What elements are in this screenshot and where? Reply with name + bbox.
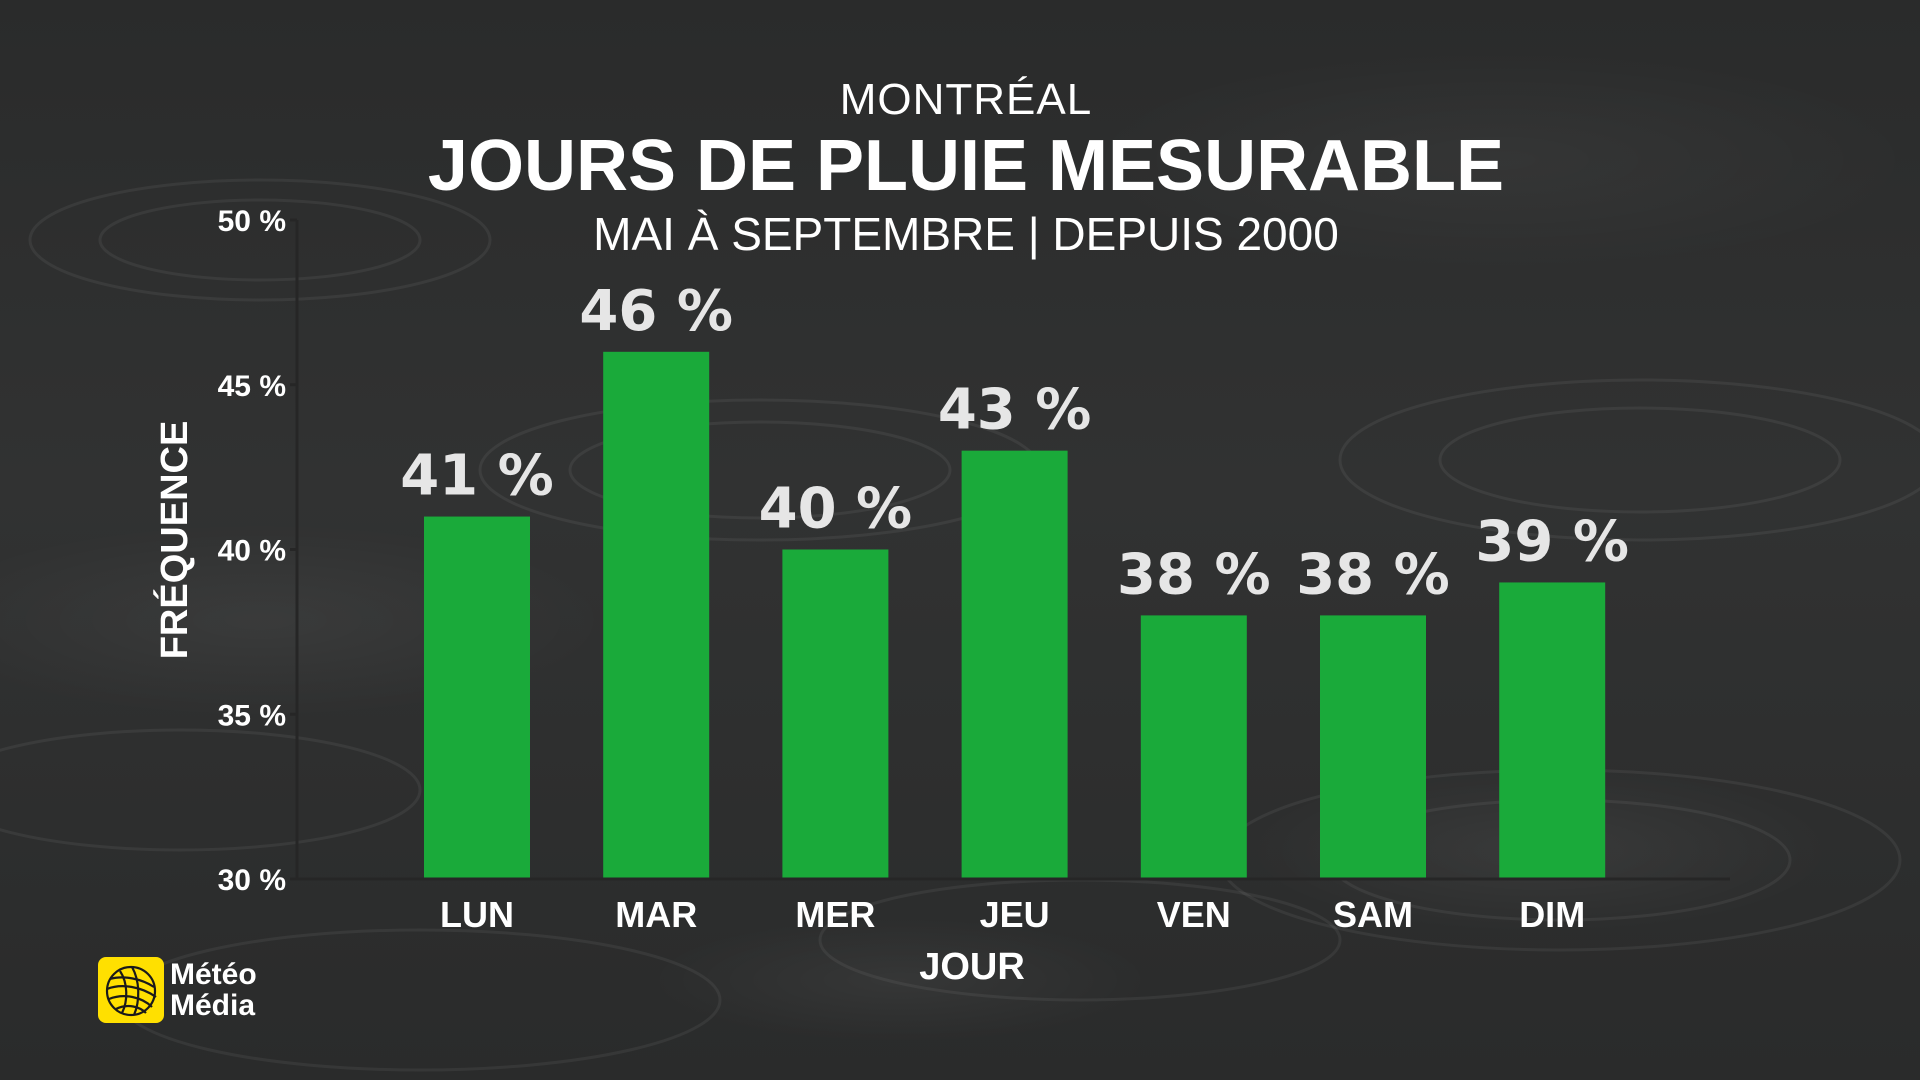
y-tick-label: 35 % bbox=[218, 699, 286, 732]
bar-sam bbox=[1320, 615, 1426, 879]
chart-title: JOURS DE PLUIE MESURABLE bbox=[428, 126, 1504, 206]
bar-mar bbox=[603, 351, 710, 879]
bar-jeu bbox=[961, 450, 1068, 879]
bar-ven bbox=[1140, 615, 1247, 879]
bar-lun bbox=[424, 516, 530, 879]
x-tick-label-lun: LUN bbox=[440, 894, 514, 935]
x-tick-label-dim: DIM bbox=[1519, 894, 1585, 935]
bars bbox=[424, 351, 1606, 879]
data-label-ven: 38 % bbox=[1117, 542, 1271, 607]
data-label-sam: 38 % bbox=[1296, 542, 1450, 607]
logo-text-line1: Météo bbox=[170, 958, 257, 991]
x-axis-title: JOUR bbox=[919, 946, 1025, 988]
data-label-mer: 40 % bbox=[759, 477, 913, 542]
y-tick-label: 50 % bbox=[218, 205, 286, 238]
logo-text-line2: Média bbox=[170, 989, 256, 1022]
data-label-dim: 39 % bbox=[1475, 509, 1629, 574]
x-tick-label-mer: MER bbox=[795, 894, 875, 935]
meteomedia-logo: Météo Média bbox=[98, 955, 257, 1025]
x-axis-ticks: LUN MAR MER JEU VEN SAM DIM bbox=[440, 894, 1585, 935]
y-tick-label: 30 % bbox=[218, 864, 286, 897]
x-tick-label-jeu: JEU bbox=[980, 894, 1050, 935]
x-tick-label-mar: MAR bbox=[615, 894, 697, 935]
x-tick-label-ven: VEN bbox=[1157, 894, 1231, 935]
x-tick-label-sam: SAM bbox=[1333, 894, 1413, 935]
chart-location: MONTRÉAL bbox=[840, 75, 1092, 124]
data-label-mar: 46 % bbox=[579, 279, 733, 344]
y-tick-label: 40 % bbox=[218, 535, 286, 568]
data-label-lun: 41 % bbox=[400, 444, 554, 509]
y-tick-label: 45 % bbox=[218, 370, 286, 403]
chart-subtitle: MAI À SEPTEMBRE | DEPUIS 2000 bbox=[593, 208, 1339, 260]
data-labels: 41 % 46 % 40 % 43 % 38 % 38 % 39 % bbox=[400, 279, 1629, 608]
data-label-jeu: 43 % bbox=[938, 378, 1092, 443]
y-axis-title: FRÉQUENCE bbox=[152, 421, 196, 660]
bar-mer bbox=[782, 549, 889, 879]
bar-dim bbox=[1499, 582, 1606, 879]
y-axis-ticks: 30 % 35 % 40 % 45 % 50 % bbox=[218, 205, 297, 897]
globe-icon bbox=[98, 957, 164, 1023]
